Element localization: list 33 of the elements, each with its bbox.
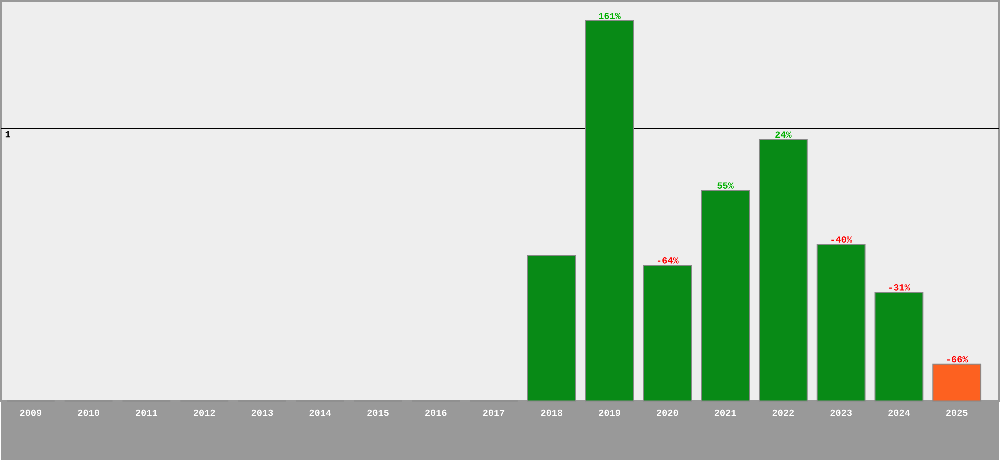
x-tick-label: 2021 (714, 410, 736, 416)
bar (758, 139, 808, 402)
x-tick-label: 2014 (310, 410, 332, 416)
annotation: -64% (658, 258, 679, 264)
bar (701, 190, 750, 402)
x-tick-label: 2025 (946, 410, 968, 416)
bar (816, 244, 866, 402)
x-tick-label: 2018 (541, 410, 563, 416)
x-tick-label: 2017 (483, 410, 505, 416)
x-tick-label: 2016 (426, 410, 447, 416)
x-tick-label: 2011 (136, 410, 158, 416)
bar (932, 364, 982, 402)
x-tick-label: 2023 (830, 410, 852, 416)
annotation: 55% (718, 182, 734, 189)
x-tick-label: 2012 (194, 410, 216, 416)
x-tick-label: 2015 (368, 410, 389, 416)
x-tick-label: 2022 (772, 410, 794, 416)
x-tick-label: 2013 (252, 410, 274, 416)
bar (874, 292, 924, 402)
annotation: -40% (832, 236, 853, 243)
annotation: 161% (599, 13, 621, 20)
x-tick-label: 2020 (657, 410, 678, 416)
x-tick-label: 2024 (888, 410, 910, 416)
x-tick-label: 2010 (78, 410, 100, 416)
bar (527, 255, 576, 402)
annotation: -31% (890, 284, 910, 291)
x-tick-label: 2019 (599, 410, 620, 416)
bar (585, 20, 634, 402)
x-tick-label: 2009 (20, 410, 42, 416)
annotation: 24% (776, 132, 792, 138)
ref-line-label: 1 (6, 131, 10, 138)
bar (643, 264, 692, 402)
annotation: -66% (947, 356, 968, 363)
